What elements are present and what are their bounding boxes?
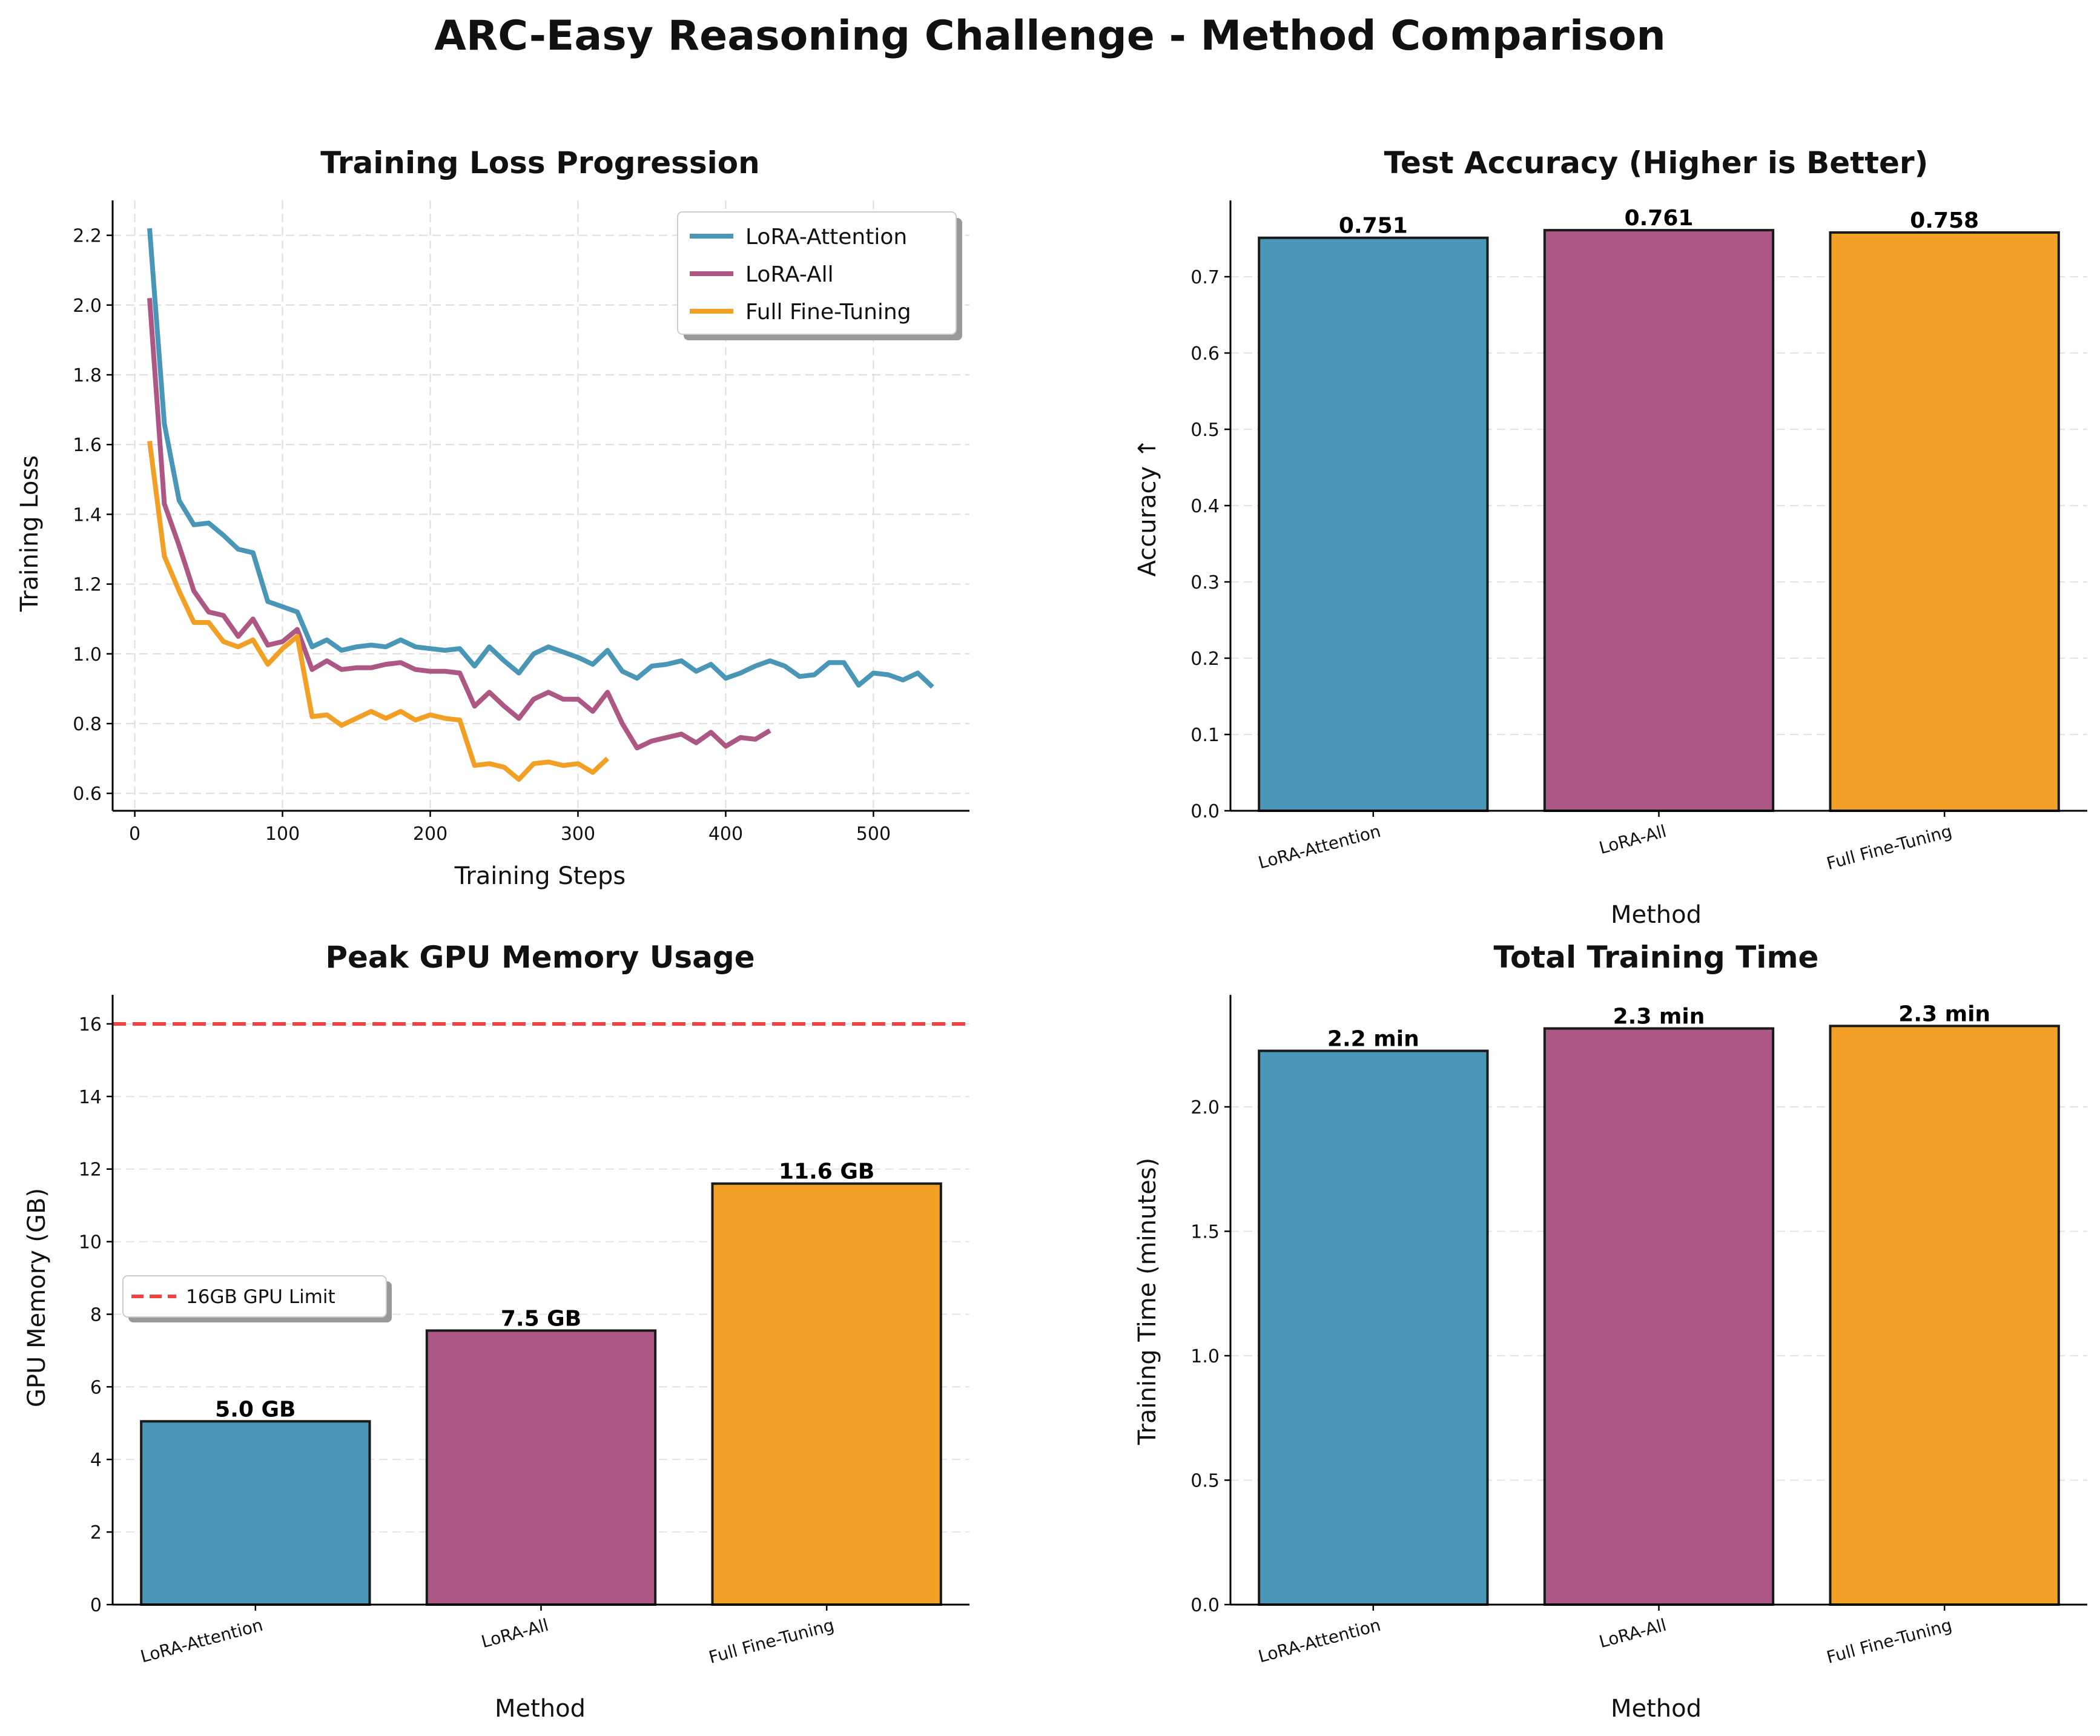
memory-y-tick-label: 8 bbox=[90, 1304, 102, 1325]
memory-bar-value-label-2: 11.6 GB bbox=[779, 1160, 874, 1184]
loss-y-axis-label: Training Loss bbox=[16, 455, 44, 612]
memory-x-tick-label-0: LoRA-Attention bbox=[138, 1615, 265, 1667]
memory-y-axis-label: GPU Memory (GB) bbox=[23, 1188, 51, 1407]
loss-y-tick-label: 1.4 bbox=[73, 504, 102, 526]
memory-chart: Peak GPU Memory Usage Method GPU Memory … bbox=[23, 940, 969, 1723]
memory-y-tick-label: 4 bbox=[90, 1450, 102, 1471]
memory-x-axis-label: Method bbox=[495, 1695, 586, 1723]
memory-x-tick-label-1: LoRA-All bbox=[479, 1615, 550, 1652]
loss-y-tick-label: 1.6 bbox=[73, 435, 102, 456]
loss-legend-label-0: LoRA-Attention bbox=[745, 225, 907, 249]
time-y-tick-label: 1.0 bbox=[1190, 1346, 1220, 1367]
loss-chart: Training Loss Progression Training Steps… bbox=[16, 145, 969, 890]
time-y-tick-label: 1.5 bbox=[1190, 1221, 1220, 1243]
accuracy-y-tick-label: 0.3 bbox=[1190, 572, 1220, 593]
accuracy-bar-2 bbox=[1829, 231, 2060, 813]
memory-y-tick-label: 10 bbox=[79, 1232, 102, 1253]
time-x-tick-label-2: Full Fine-Tuning bbox=[1824, 1615, 1954, 1668]
accuracy-y-tick-label: 0.1 bbox=[1190, 725, 1220, 746]
loss-y-tick-label: 1.8 bbox=[73, 365, 102, 386]
loss-y-tick-label: 2.0 bbox=[73, 295, 102, 317]
accuracy-bar-value-label-2: 0.758 bbox=[1910, 208, 1979, 233]
accuracy-chart-title: Test Accuracy (Higher is Better) bbox=[1384, 145, 1929, 180]
accuracy-x-tick-label-1: LoRA-All bbox=[1597, 821, 1668, 858]
loss-series-line-1 bbox=[147, 298, 771, 751]
memory-legend-label: 16GB GPU Limit bbox=[186, 1286, 335, 1308]
loss-x-tick-label: 0 bbox=[129, 823, 140, 845]
loss-series-line-2 bbox=[147, 440, 610, 782]
loss-x-tick-label: 500 bbox=[856, 823, 891, 845]
accuracy-y-tick-label: 0.0 bbox=[1190, 801, 1220, 822]
time-x-tick-label-0: LoRA-Attention bbox=[1256, 1615, 1382, 1667]
loss-legend-label-1: LoRA-All bbox=[745, 262, 834, 287]
memory-x-tick-label-2: Full Fine-Tuning bbox=[707, 1615, 836, 1668]
time-y-axis-label: Training Time (minutes) bbox=[1134, 1158, 1161, 1445]
accuracy-bar-value-label-1: 0.761 bbox=[1625, 206, 1694, 231]
accuracy-y-tick-label: 0.7 bbox=[1190, 267, 1220, 288]
loss-x-tick-label: 300 bbox=[561, 823, 595, 845]
memory-bar-1 bbox=[425, 1329, 657, 1606]
loss-x-axis-label: Training Steps bbox=[454, 862, 626, 890]
time-bar-value-label-2: 2.3 min bbox=[1898, 1002, 1990, 1026]
time-bar-value-label-1: 2.3 min bbox=[1613, 1004, 1705, 1029]
accuracy-y-tick-label: 0.4 bbox=[1190, 496, 1220, 517]
accuracy-y-axis-label: Accuracy ↑ bbox=[1134, 438, 1161, 577]
time-bar-value-label-0: 2.2 min bbox=[1327, 1026, 1419, 1051]
memory-y-tick-label: 2 bbox=[90, 1522, 102, 1543]
time-x-axis-label: Method bbox=[1611, 1695, 1702, 1723]
loss-chart-title: Training Loss Progression bbox=[320, 145, 759, 180]
loss-y-tick-label: 0.6 bbox=[73, 784, 102, 805]
memory-y-tick-label: 16 bbox=[79, 1014, 102, 1035]
accuracy-y-tick-label: 0.2 bbox=[1190, 649, 1220, 670]
loss-legend-label-2: Full Fine-Tuning bbox=[745, 300, 911, 325]
loss-x-tick-label: 100 bbox=[265, 823, 300, 845]
memory-y-tick-label: 12 bbox=[79, 1160, 102, 1181]
accuracy-chart: Test Accuracy (Higher is Better) Method … bbox=[1134, 145, 2087, 929]
time-chart-title: Total Training Time bbox=[1494, 940, 1819, 975]
time-x-tick-label-1: LoRA-All bbox=[1597, 1615, 1668, 1652]
loss-x-tick-label: 200 bbox=[413, 823, 447, 845]
loss-x-tick-label: 400 bbox=[708, 823, 743, 845]
memory-bar-value-label-1: 7.5 GB bbox=[501, 1306, 581, 1331]
loss-y-tick-label: 2.2 bbox=[73, 226, 102, 247]
loss-y-tick-label: 1.2 bbox=[73, 575, 102, 596]
time-bar-2 bbox=[1829, 1025, 2060, 1606]
memory-bar-value-label-0: 5.0 GB bbox=[215, 1397, 296, 1422]
memory-y-tick-label: 6 bbox=[90, 1377, 102, 1398]
memory-y-tick-label: 0 bbox=[90, 1595, 102, 1616]
time-y-tick-label: 0.0 bbox=[1190, 1595, 1220, 1616]
memory-y-tick-label: 14 bbox=[79, 1087, 102, 1108]
memory-bar-0 bbox=[140, 1420, 371, 1606]
accuracy-bar-value-label-0: 0.751 bbox=[1339, 214, 1408, 239]
accuracy-y-tick-label: 0.5 bbox=[1190, 420, 1220, 441]
loss-series-line-0 bbox=[147, 228, 934, 689]
time-y-tick-label: 0.5 bbox=[1190, 1470, 1220, 1491]
accuracy-bar-1 bbox=[1543, 229, 1775, 812]
accuracy-x-tick-label-2: Full Fine-Tuning bbox=[1824, 821, 1954, 874]
accuracy-y-tick-label: 0.6 bbox=[1190, 343, 1220, 365]
time-bar-1 bbox=[1543, 1027, 1775, 1606]
time-y-tick-label: 2.0 bbox=[1190, 1097, 1220, 1118]
accuracy-x-tick-label-0: LoRA-Attention bbox=[1256, 821, 1382, 873]
memory-legend bbox=[122, 1275, 387, 1318]
loss-y-tick-label: 0.8 bbox=[73, 714, 102, 735]
figure-title: ARC-Easy Reasoning Challenge - Method Co… bbox=[434, 12, 1666, 60]
time-bar-0 bbox=[1258, 1049, 1489, 1606]
accuracy-x-axis-label: Method bbox=[1611, 901, 1702, 929]
memory-chart-title: Peak GPU Memory Usage bbox=[325, 940, 754, 975]
memory-bar-2 bbox=[711, 1182, 942, 1606]
loss-y-tick-label: 1.0 bbox=[73, 644, 102, 665]
loss-legend bbox=[677, 211, 957, 335]
time-chart: Total Training Time Method Training Time… bbox=[1134, 940, 2087, 1723]
accuracy-bar-0 bbox=[1258, 236, 1489, 812]
